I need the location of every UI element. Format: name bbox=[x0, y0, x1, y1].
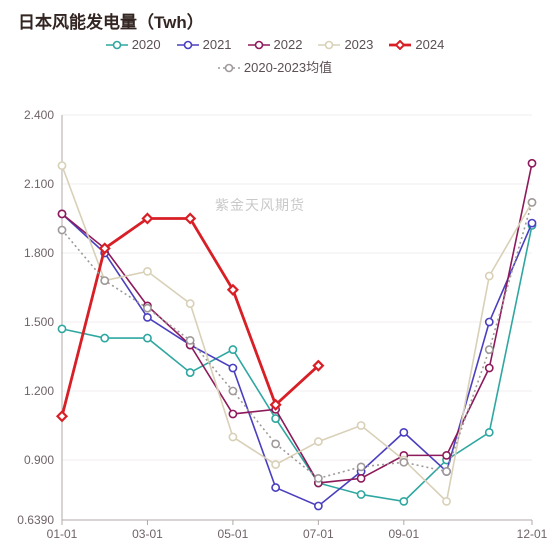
svg-text:12-01: 12-01 bbox=[517, 527, 548, 541]
marker bbox=[144, 314, 151, 321]
marker bbox=[400, 429, 407, 436]
marker bbox=[229, 364, 236, 371]
marker bbox=[101, 334, 108, 341]
svg-text:07-01: 07-01 bbox=[303, 527, 334, 541]
series-s2022 bbox=[62, 163, 532, 483]
svg-text:05-01: 05-01 bbox=[218, 527, 249, 541]
svg-text:1.200: 1.200 bbox=[24, 384, 54, 398]
svg-text:1.800: 1.800 bbox=[24, 246, 54, 260]
marker bbox=[315, 438, 322, 445]
marker bbox=[443, 452, 450, 459]
marker bbox=[58, 325, 65, 332]
marker bbox=[400, 498, 407, 505]
marker bbox=[443, 468, 450, 475]
marker bbox=[357, 463, 364, 470]
marker bbox=[486, 429, 493, 436]
marker bbox=[101, 277, 108, 284]
marker bbox=[58, 162, 65, 169]
marker bbox=[187, 300, 194, 307]
svg-text:1.500: 1.500 bbox=[24, 315, 54, 329]
marker bbox=[144, 268, 151, 275]
svg-text:01-01: 01-01 bbox=[47, 527, 78, 541]
marker bbox=[144, 305, 151, 312]
marker bbox=[58, 210, 65, 217]
series-s2021 bbox=[62, 214, 532, 506]
chart-container: 日本风能发电量（Twh） 202020212022202320242020-20… bbox=[0, 0, 550, 555]
marker bbox=[486, 364, 493, 371]
marker bbox=[272, 461, 279, 468]
marker bbox=[528, 219, 535, 226]
svg-text:2.100: 2.100 bbox=[24, 177, 54, 191]
marker bbox=[528, 199, 535, 206]
svg-text:09-01: 09-01 bbox=[388, 527, 419, 541]
marker bbox=[229, 410, 236, 417]
marker bbox=[486, 346, 493, 353]
marker bbox=[315, 475, 322, 482]
marker bbox=[187, 337, 194, 344]
marker bbox=[528, 160, 535, 167]
svg-text:0.6390: 0.6390 bbox=[17, 513, 54, 527]
marker bbox=[272, 415, 279, 422]
marker bbox=[486, 318, 493, 325]
marker bbox=[357, 491, 364, 498]
marker bbox=[315, 502, 322, 509]
marker bbox=[58, 412, 67, 421]
svg-text:03-01: 03-01 bbox=[132, 527, 163, 541]
series-savg bbox=[62, 202, 532, 478]
marker bbox=[400, 459, 407, 466]
marker bbox=[229, 346, 236, 353]
marker bbox=[144, 334, 151, 341]
plot-area: 0.6390 0.900 1.200 1.500 1.800 2.100 2.400 01-0… bbox=[0, 0, 550, 555]
marker bbox=[187, 369, 194, 376]
marker bbox=[272, 484, 279, 491]
marker bbox=[357, 475, 364, 482]
svg-text:0.900: 0.900 bbox=[24, 453, 54, 467]
marker bbox=[229, 387, 236, 394]
svg-text:2.400: 2.400 bbox=[24, 108, 54, 122]
marker bbox=[486, 272, 493, 279]
marker bbox=[229, 433, 236, 440]
marker bbox=[443, 498, 450, 505]
marker bbox=[357, 422, 364, 429]
marker bbox=[272, 440, 279, 447]
marker bbox=[58, 226, 65, 233]
